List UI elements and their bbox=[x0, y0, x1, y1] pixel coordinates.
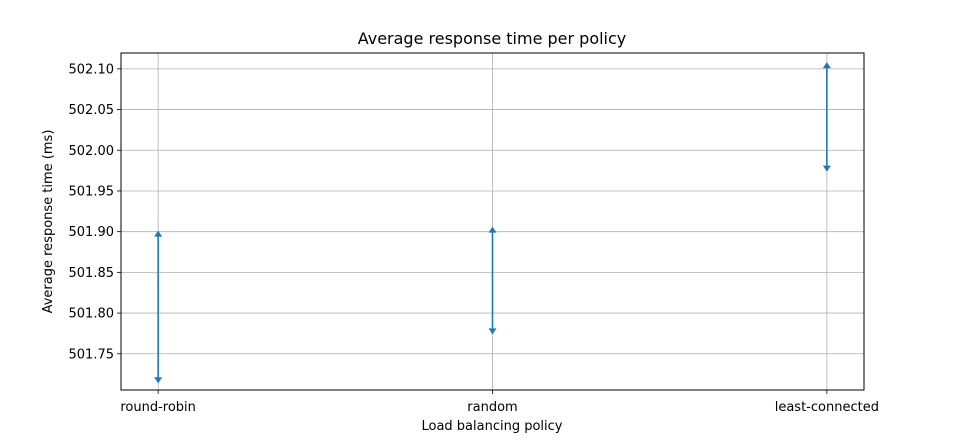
grid-layer bbox=[121, 53, 864, 390]
series-layer bbox=[154, 62, 831, 384]
x-tick-label: round-robin bbox=[120, 400, 196, 415]
y-axis-label: Average response time (ms) bbox=[41, 130, 56, 314]
upper-cap-marker bbox=[822, 62, 831, 69]
x-tick-label: least-connected bbox=[775, 400, 879, 415]
x-axis-label: Load balancing policy bbox=[421, 419, 562, 434]
y-tick-label: 501.95 bbox=[69, 184, 115, 199]
y-tick-label: 501.80 bbox=[69, 307, 115, 322]
tick-layer: round-robin random least-connected 501.75 50… bbox=[69, 62, 879, 415]
y-tick-label: 501.85 bbox=[69, 266, 115, 281]
upper-cap-marker bbox=[154, 230, 163, 237]
lower-cap-marker bbox=[822, 165, 831, 172]
x-tick-label: random bbox=[467, 400, 517, 415]
y-tick-label: 502.00 bbox=[69, 144, 115, 159]
y-tick-label: 501.90 bbox=[69, 225, 115, 240]
y-tick-label: 501.75 bbox=[69, 347, 115, 362]
lower-cap-marker bbox=[154, 377, 163, 384]
lower-cap-marker bbox=[488, 328, 497, 335]
upper-cap-marker bbox=[488, 226, 497, 233]
y-tick-label: 502.05 bbox=[69, 103, 115, 118]
chart-title: Average response time per policy bbox=[358, 29, 627, 48]
y-tick-label: 502.10 bbox=[69, 62, 115, 77]
